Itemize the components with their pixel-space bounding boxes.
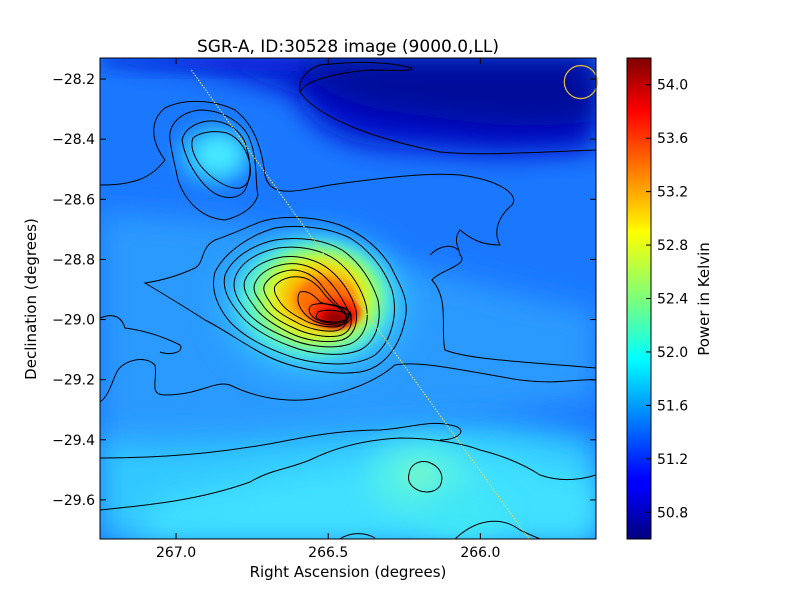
beam-circle — [563, 64, 598, 100]
x-axis-ticks: 267.0 266.5 266.0 — [156, 58, 500, 561]
y-axis-ticks: −28.2 −28.4 −28.6 −28.8 −29.0 −29.2 −29.4 −29.6 — [52, 72, 596, 509]
contour-line — [213, 225, 395, 365]
contour-line — [100, 422, 462, 459]
y-tick-label: −29.6 — [52, 493, 95, 509]
colorbar-tick-label: 50.8 — [657, 505, 688, 521]
contour-line — [297, 291, 352, 326]
contour-line — [181, 120, 251, 198]
contour-lines — [100, 61, 596, 539]
contour-line — [191, 131, 251, 189]
contour-line — [243, 256, 357, 343]
y-axis-label: Declination (degrees) — [22, 218, 40, 380]
y-tick-label: −28.6 — [52, 192, 95, 208]
y-tick-label: −29.2 — [52, 373, 95, 389]
contour-line — [100, 315, 182, 355]
contour-line — [169, 109, 259, 221]
contour-line — [308, 303, 350, 324]
contour-line — [143, 216, 407, 374]
plot-frame — [99, 57, 597, 540]
contour-line — [315, 309, 349, 323]
colorbar-ticks: 50.8 51.2 51.6 52.0 52.4 52.8 53.2 53.6 54.0 — [646, 78, 688, 521]
x-tick-label: 267.0 — [156, 545, 196, 561]
contour-line — [454, 520, 541, 539]
colorbar-label: Power in Kelvin — [695, 242, 713, 356]
colorbar-tick-label: 53.6 — [657, 131, 688, 147]
heatmap-plot-area — [100, 58, 598, 539]
colorbar-tick-label: 52.4 — [657, 292, 688, 308]
y-tick-label: −29.0 — [52, 313, 95, 329]
contour-line — [223, 237, 380, 355]
contour-line — [407, 461, 443, 493]
colorbar-tick-label: 52.0 — [657, 345, 688, 361]
y-tick-label: −28.4 — [52, 132, 95, 148]
contour-line — [100, 359, 596, 403]
contour-line — [263, 269, 348, 332]
colorbar-tick-label: 53.2 — [657, 185, 688, 201]
colorbar-tick-label: 52.8 — [657, 238, 688, 254]
contour-line — [273, 276, 347, 328]
contour-line — [233, 246, 368, 348]
x-tick-label: 266.0 — [460, 545, 500, 561]
colorbar-tick-label: 51.2 — [657, 452, 688, 468]
colorbar-tick-label: 51.6 — [657, 398, 688, 414]
colorbar: 50.8 51.2 51.6 52.0 52.4 52.8 53.2 53.6 54.0 Pow… — [626, 57, 713, 540]
y-tick-label: −29.4 — [52, 433, 95, 449]
colorbar-tick-label: 54.0 — [657, 78, 688, 94]
contour-line — [339, 533, 376, 539]
contour-line — [299, 61, 596, 155]
contour-line — [253, 263, 352, 337]
contour-line — [429, 245, 459, 256]
x-tick-label: 266.5 — [308, 545, 348, 561]
contour-line — [100, 437, 596, 511]
x-axis-label: Right Ascension (degrees) — [250, 563, 447, 581]
chart-title: SGR-A, ID:30528 image (9000.0,LL) — [197, 37, 499, 57]
y-tick-label: −28.2 — [52, 72, 95, 88]
heatmap-field — [100, 58, 596, 539]
contour-line — [100, 100, 596, 369]
galactic-plane-line — [190, 69, 530, 539]
y-tick-label: −28.8 — [52, 252, 95, 268]
